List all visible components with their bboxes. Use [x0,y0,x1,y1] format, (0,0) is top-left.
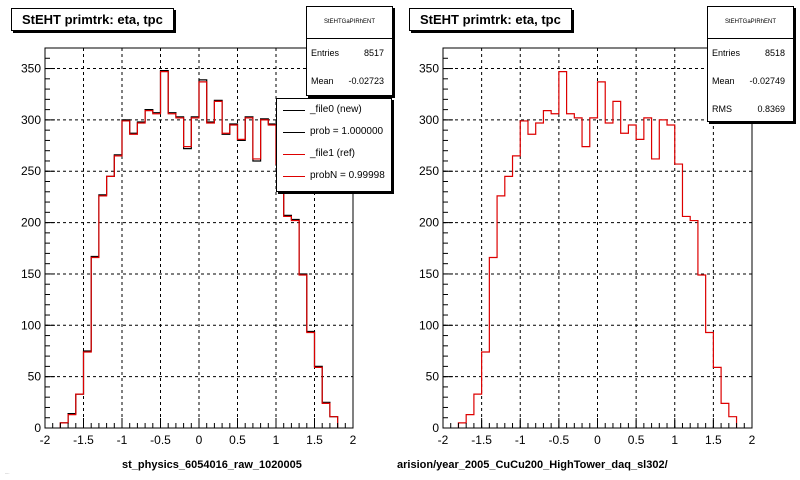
right-x-axis-title: arision/year_2005_CuCu200_HighTower_daq_… [397,459,668,471]
x-tick-label: 0.5 [229,433,246,447]
left-stats-mean-value: -0.02723 [348,76,384,86]
legend-entry-file1: _file1 (ref) [277,143,391,165]
histogram-series-0 [457,71,738,428]
right-stats-rms-label: RMS [712,104,732,114]
right-stats-rms-row: RMS 0.8369 [708,95,793,123]
right-chart-title: StEHT primtrk: eta, tpc [409,8,572,31]
right-stats-mean-value: -0.02749 [749,76,785,86]
left-stats-box: StEHTGaPIRhENT Entries 8517 Mean -0.0272… [306,6,393,96]
legend-label: _file0 (new) [310,104,362,115]
x-tick-label: -1.5 [73,433,94,447]
x-tick-label: 1 [273,433,280,447]
y-tick-label: 50 [426,370,440,384]
right-stats-entries-value: 8518 [764,48,785,58]
y-tick-label: 250 [21,164,41,178]
x-tick-label: 2 [350,433,357,447]
right-stats-entries-label: Entries [712,48,741,58]
y-tick-label: 0 [34,421,41,435]
left-legend: _file0 (new) prob = 1.000000 _file1 (ref… [276,98,392,192]
x-tick-label: -0.5 [150,433,171,447]
left-x-axis-title: st_physics_6054016_raw_1020005 [122,459,302,471]
legend-line-red [283,154,305,155]
right-stats-box: StEHTGaPIRhENT Entries 8518 Mean -0.0274… [707,6,794,122]
right-stats-mean-row: Mean -0.02749 [708,67,793,95]
left-stats-mean-label: Mean [311,76,334,86]
right-stats-mean-label: Mean [712,76,735,86]
left-stats-entries-row: Entries 8517 [307,39,392,67]
y-tick-label: 300 [419,113,439,127]
legend-label: _file1 (ref) [310,148,356,159]
legend-line-black [283,110,305,111]
legend-entry-file0: _file0 (new) [277,99,391,121]
left-histogram-plot: -2 -1.5 -1 -0.5 0 0.5 1 1.5 2 0 50 100 150 200 250 300 3… [21,47,357,447]
y-tick-label: 100 [21,318,41,332]
y-tick-label: 150 [21,267,41,281]
legend-line-red [283,176,305,177]
x-tick-label: -2 [40,433,51,447]
y-tick-label: 350 [419,62,439,76]
y-tick-label: 200 [419,216,439,230]
y-tick-label: 250 [419,164,439,178]
x-tick-label: -1 [515,433,526,447]
x-tick-label: 1 [671,433,678,447]
x-tick-label: 0.5 [628,433,645,447]
legend-entry-prob: prob = 1.000000 [277,121,391,143]
left-stats-mean-row: Mean -0.02723 [307,67,392,95]
x-tick-label: -0.5 [549,433,570,447]
left-stats-entries-value: 8517 [363,48,384,58]
histogram-series-1 [59,71,339,428]
x-tick-label: 1.5 [306,433,323,447]
legend-line-black [283,132,305,133]
x-tick-label: 0 [594,433,601,447]
legend-label: prob = 1.000000 [310,126,384,137]
left-stats-title: StEHTGaPIRhENT [307,7,392,39]
legend-entry-probn: probN = 0.99998 [277,165,391,187]
y-tick-label: 150 [419,267,439,281]
right-stats-rms-value: 0.8369 [757,104,785,114]
y-tick-label: 50 [28,370,42,384]
x-tick-label: -1 [117,433,128,447]
right-histogram-plot: -2 -1.5 -1 -0.5 0 0.5 1 1.5 2 0 50 100 150 200 250 300 3… [419,47,756,447]
right-stats-title: StEHTGaPIRhENT [708,7,793,39]
left-chart-title: StEHT primtrk: eta, tpc [11,8,174,31]
y-tick-label: 300 [21,113,41,127]
x-tick-label: 2 [749,433,756,447]
footer-text: .... [5,470,10,475]
x-tick-label: -2 [438,433,449,447]
left-stats-entries-label: Entries [311,48,340,58]
legend-label: probN = 0.99998 [310,170,385,181]
right-stats-entries-row: Entries 8518 [708,39,793,67]
x-tick-label: -1.5 [471,433,492,447]
x-tick-label: 1.5 [705,433,722,447]
y-tick-label: 350 [21,62,41,76]
y-tick-label: 200 [21,216,41,230]
y-tick-label: 100 [419,318,439,332]
x-tick-label: 0 [196,433,203,447]
y-tick-label: 0 [432,421,439,435]
